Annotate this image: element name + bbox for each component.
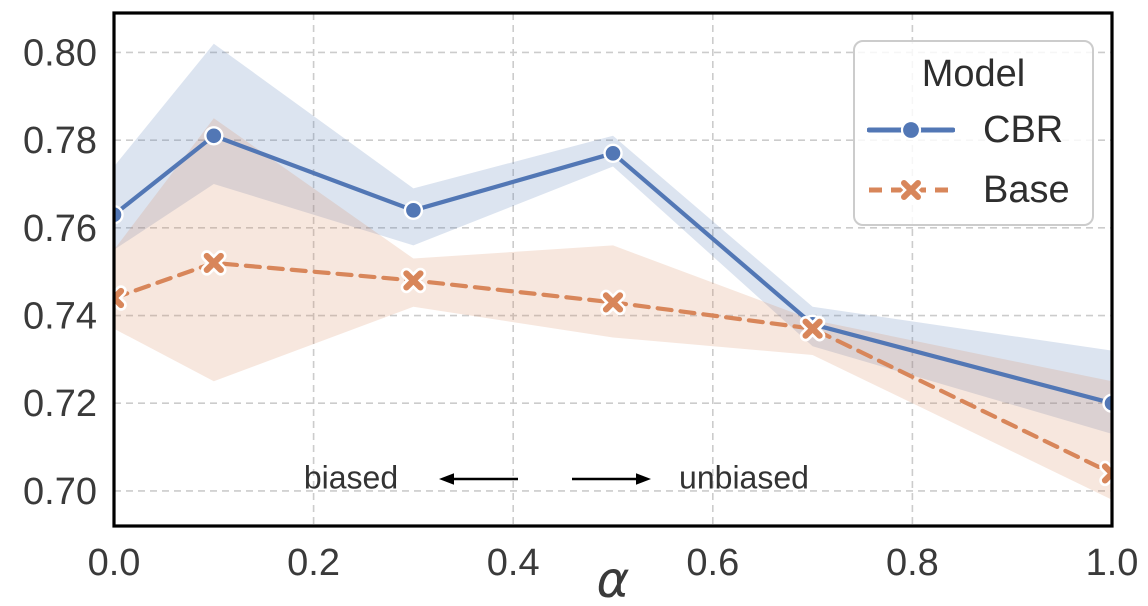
x-tick-label: 0.4 <box>487 542 540 584</box>
y-tick-label: 0.80 <box>23 32 97 74</box>
y-tick-label: 0.72 <box>23 383 97 425</box>
legend-title: Model <box>921 53 1026 95</box>
cbr-marker <box>1102 393 1112 413</box>
x-tick-label: 0.6 <box>686 542 739 584</box>
x-axis-label: α <box>597 551 630 606</box>
base-marker <box>114 287 125 309</box>
x-tick-label: 0.0 <box>88 542 141 584</box>
cbr-line <box>114 133 1112 406</box>
y-tick-label: 0.78 <box>23 120 97 162</box>
cbr-marker <box>204 126 224 146</box>
base-marker <box>602 292 624 313</box>
unbiased-label: unbiased <box>679 459 809 496</box>
y-tick-label: 0.70 <box>23 471 97 513</box>
base-marker <box>802 318 823 339</box>
y-tick-label: 0.76 <box>23 208 97 250</box>
legend-label-base: Base <box>983 168 1070 211</box>
base-marker <box>203 252 224 274</box>
base-marker <box>1101 463 1112 484</box>
right-arrow-icon <box>572 473 651 485</box>
legend-row-base: Base <box>867 168 1070 212</box>
cbr-marker <box>603 143 623 164</box>
plot-border <box>112 11 1114 528</box>
legend-label-cbr: CBR <box>983 108 1064 151</box>
base-line-sample-icon <box>869 177 953 203</box>
x-tick-label: 0.8 <box>886 542 939 584</box>
biased-label: biased <box>303 459 399 496</box>
y-tick-label: 0.74 <box>23 296 97 338</box>
base-line <box>114 260 1112 476</box>
left-arrow-icon <box>439 473 518 485</box>
legend-row-cbr: CBR <box>867 108 1063 152</box>
legend: Model CBR Base <box>853 40 1094 226</box>
plot-contents <box>114 43 1112 500</box>
x-tick-label: 0.2 <box>287 542 340 584</box>
x-tick-label: 1.0 <box>1086 542 1139 584</box>
base-marker <box>403 270 424 291</box>
cbr-line-sample-icon <box>867 119 955 141</box>
cbr-marker <box>114 204 124 225</box>
cbr-marker <box>403 200 424 221</box>
